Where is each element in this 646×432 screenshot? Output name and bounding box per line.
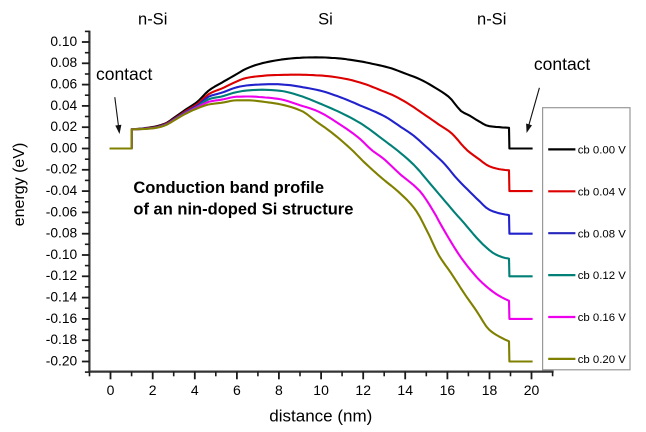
svg-text:0.08: 0.08: [50, 55, 77, 70]
svg-text:6: 6: [233, 382, 241, 398]
svg-text:energy (eV): energy (eV): [11, 143, 28, 227]
svg-text:-0.12: -0.12: [46, 268, 77, 283]
svg-text:0.04: 0.04: [50, 98, 77, 113]
svg-text:n-Si: n-Si: [477, 11, 506, 29]
svg-text:contact: contact: [534, 54, 591, 74]
svg-text:10: 10: [313, 382, 329, 398]
svg-text:18: 18: [482, 382, 498, 398]
svg-text:-0.02: -0.02: [46, 162, 77, 177]
svg-text:-0.20: -0.20: [46, 353, 78, 368]
svg-text:0.10: 0.10: [50, 34, 77, 49]
svg-text:cb 0.00 V: cb 0.00 V: [578, 145, 627, 157]
svg-text:0: 0: [107, 382, 115, 398]
svg-text:cb 0.12 V: cb 0.12 V: [578, 270, 627, 282]
svg-text:0.06: 0.06: [50, 77, 77, 92]
svg-text:cb 0.20 V: cb 0.20 V: [578, 354, 627, 366]
svg-text:-0.16: -0.16: [46, 311, 78, 326]
svg-text:14: 14: [397, 382, 413, 398]
svg-text:distance (nm): distance (nm): [269, 406, 372, 425]
svg-text:-0.04: -0.04: [46, 183, 78, 198]
svg-text:of an nin-doped Si structure: of an nin-doped Si structure: [133, 201, 353, 219]
svg-text:contact: contact: [96, 64, 153, 84]
svg-text:cb 0.04 V: cb 0.04 V: [578, 186, 627, 198]
svg-text:4: 4: [191, 382, 199, 398]
svg-text:8: 8: [275, 382, 283, 398]
svg-text:Si: Si: [318, 10, 333, 28]
svg-text:0.02: 0.02: [50, 119, 77, 134]
svg-text:cb 0.08 V: cb 0.08 V: [578, 228, 627, 240]
svg-text:cb 0.16 V: cb 0.16 V: [578, 312, 627, 324]
svg-text:12: 12: [355, 382, 371, 398]
svg-text:-0.08: -0.08: [46, 226, 78, 241]
svg-text:-0.10: -0.10: [46, 247, 78, 262]
svg-text:Conduction band profile: Conduction band profile: [133, 179, 324, 197]
svg-text:20: 20: [524, 382, 540, 398]
svg-text:0.00: 0.00: [50, 140, 77, 155]
svg-text:n-Si: n-Si: [138, 11, 167, 29]
svg-text:-0.18: -0.18: [46, 332, 78, 347]
svg-text:-0.06: -0.06: [46, 204, 78, 219]
svg-text:16: 16: [440, 382, 456, 398]
svg-text:-0.14: -0.14: [46, 290, 78, 305]
svg-text:2: 2: [149, 382, 157, 398]
